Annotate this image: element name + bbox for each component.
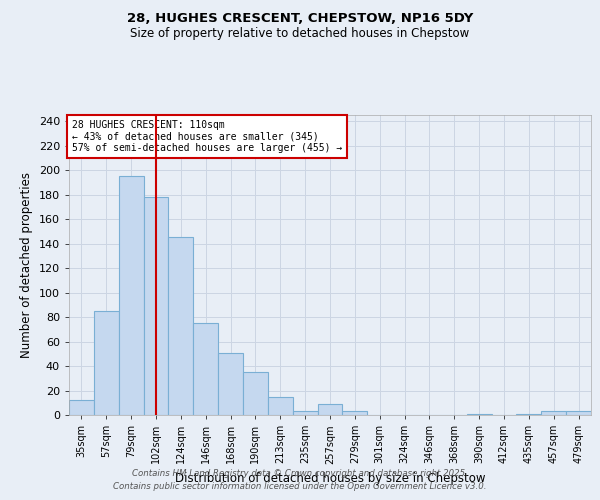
Text: 28, HUGHES CRESCENT, CHEPSTOW, NP16 5DY: 28, HUGHES CRESCENT, CHEPSTOW, NP16 5DY (127, 12, 473, 26)
Text: Contains HM Land Registry data © Crown copyright and database right 2025.: Contains HM Land Registry data © Crown c… (132, 468, 468, 477)
Bar (467, 414, 491, 415)
Bar (169, 238, 193, 415)
Text: Contains public sector information licensed under the Open Government Licence v3: Contains public sector information licen… (113, 482, 487, 491)
Bar (317, 404, 343, 415)
Bar (193, 323, 218, 415)
Bar (293, 412, 317, 415)
Bar (243, 372, 268, 415)
Text: 28 HUGHES CRESCENT: 110sqm
← 43% of detached houses are smaller (345)
57% of sem: 28 HUGHES CRESCENT: 110sqm ← 43% of deta… (71, 120, 342, 152)
Bar (143, 197, 169, 415)
Text: Size of property relative to detached houses in Chepstow: Size of property relative to detached ho… (130, 28, 470, 40)
Bar (218, 352, 243, 415)
Bar (119, 176, 143, 415)
Bar (268, 396, 293, 415)
Bar (566, 412, 591, 415)
Bar (517, 414, 541, 415)
Y-axis label: Number of detached properties: Number of detached properties (20, 172, 33, 358)
Bar (94, 311, 119, 415)
Bar (69, 400, 94, 415)
Bar (343, 412, 367, 415)
Bar (541, 412, 566, 415)
X-axis label: Distribution of detached houses by size in Chepstow: Distribution of detached houses by size … (175, 472, 485, 485)
